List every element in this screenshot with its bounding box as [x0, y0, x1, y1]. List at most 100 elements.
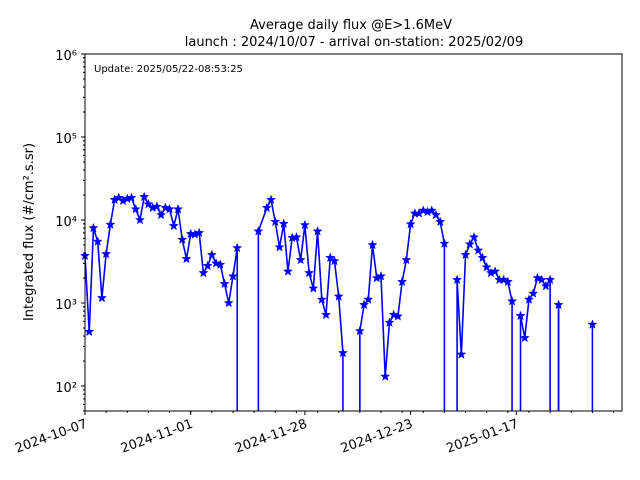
data-point: [401, 254, 412, 265]
data-point: [308, 283, 319, 293]
y-tick-label: 10⁴: [55, 215, 77, 230]
data-point: [316, 294, 327, 304]
data-point: [223, 297, 234, 308]
data-point: [523, 294, 535, 304]
series-line: [359, 209, 446, 377]
data-point: [553, 299, 564, 310]
data-point: [515, 310, 526, 321]
data-point: [426, 205, 437, 215]
update-annotation: Update: 2025/05/22-08:53:25: [94, 64, 243, 75]
data-point: [540, 280, 551, 291]
data-point: [172, 203, 184, 214]
data-point: [139, 191, 150, 202]
data-point: [282, 266, 294, 276]
data-point: [384, 317, 395, 327]
data-point: [532, 272, 543, 283]
data-point: [130, 203, 141, 214]
data-point: [299, 219, 310, 230]
data-point: [481, 261, 492, 272]
data-point: [363, 294, 374, 304]
data-point: [477, 252, 488, 263]
data-point: [304, 267, 315, 278]
data-point: [88, 222, 99, 233]
data-point: [507, 295, 518, 306]
chart-title: Average daily flux @E>1.6MeV: [250, 18, 452, 33]
data-point: [375, 270, 387, 281]
data-point: [261, 202, 272, 213]
data-point: [473, 245, 484, 255]
data-point: [498, 274, 509, 285]
y-tick-label: 10⁵: [55, 132, 77, 147]
data-point: [143, 198, 154, 209]
data-point: [227, 270, 239, 281]
x-tick-label: 2024-10-07: [13, 417, 89, 457]
data-point: [219, 278, 230, 289]
data-point: [295, 254, 306, 265]
data-point: [84, 326, 95, 337]
data-point: [519, 332, 530, 343]
data-point: [151, 201, 162, 211]
data-point: [206, 249, 217, 260]
data-point: [168, 220, 179, 231]
data-point: [215, 259, 226, 269]
data-point: [274, 241, 285, 252]
data-point: [177, 234, 188, 244]
data-point: [181, 253, 192, 264]
y-axis-label: Integrated flux (#/cm².s.sr): [22, 143, 37, 321]
data-point: [232, 242, 243, 253]
plot-frame: [84, 53, 623, 412]
data-point: [468, 231, 480, 242]
data-point: [435, 216, 446, 227]
y-tick-label: 10²: [55, 381, 77, 396]
data-point: [92, 236, 103, 246]
data-point: [502, 276, 513, 287]
data-point: [397, 276, 408, 287]
data-point: [405, 218, 416, 229]
data-point: [253, 226, 264, 236]
data-point: [490, 266, 501, 276]
data-point: [392, 311, 403, 321]
data-point: [388, 309, 399, 320]
data-point: [96, 292, 107, 303]
data-point: [439, 238, 450, 248]
y-tick-label: 10³: [55, 298, 77, 313]
data-point: [202, 260, 213, 271]
data-point: [265, 194, 277, 205]
y-tick-label: 10⁶: [55, 49, 77, 64]
data-point: [312, 226, 323, 236]
data-point: [156, 209, 167, 220]
data-point: [380, 371, 391, 381]
data-point: [460, 249, 471, 260]
data-point: [337, 347, 348, 358]
data-point: [105, 219, 116, 229]
data-point: [320, 309, 332, 320]
data-point: [270, 216, 281, 227]
data-point: [464, 238, 475, 249]
data-point: [198, 267, 209, 278]
x-tick-label: 2024-11-01: [119, 417, 195, 457]
data-point: [452, 274, 463, 285]
data-point: [456, 349, 467, 359]
x-tick-label: 2025-01-17: [445, 417, 521, 457]
data-point: [418, 205, 429, 215]
x-tick-label: 2024-11-28: [233, 417, 309, 457]
data-point: [291, 231, 302, 242]
data-point: [101, 248, 112, 259]
data-point: [278, 218, 289, 229]
x-tick-label: 2024-12-23: [339, 417, 415, 457]
data-point: [126, 192, 137, 203]
series-line: [257, 197, 344, 354]
data-point: [194, 227, 205, 238]
plot-area: [79, 191, 598, 411]
data-point: [587, 319, 598, 329]
data-point: [545, 274, 556, 285]
y-axis: 10² 10³ 10⁴ 10⁵ 10⁶: [55, 49, 85, 412]
data-point: [354, 325, 365, 336]
x-axis: 2024-10-07 2024-11-01 2024-11-28 2024-12-23…: [13, 411, 615, 457]
data-point: [164, 203, 175, 214]
data-point: [536, 274, 547, 285]
data-point: [430, 209, 442, 220]
data-point: [367, 239, 378, 250]
data-point: [359, 299, 370, 310]
